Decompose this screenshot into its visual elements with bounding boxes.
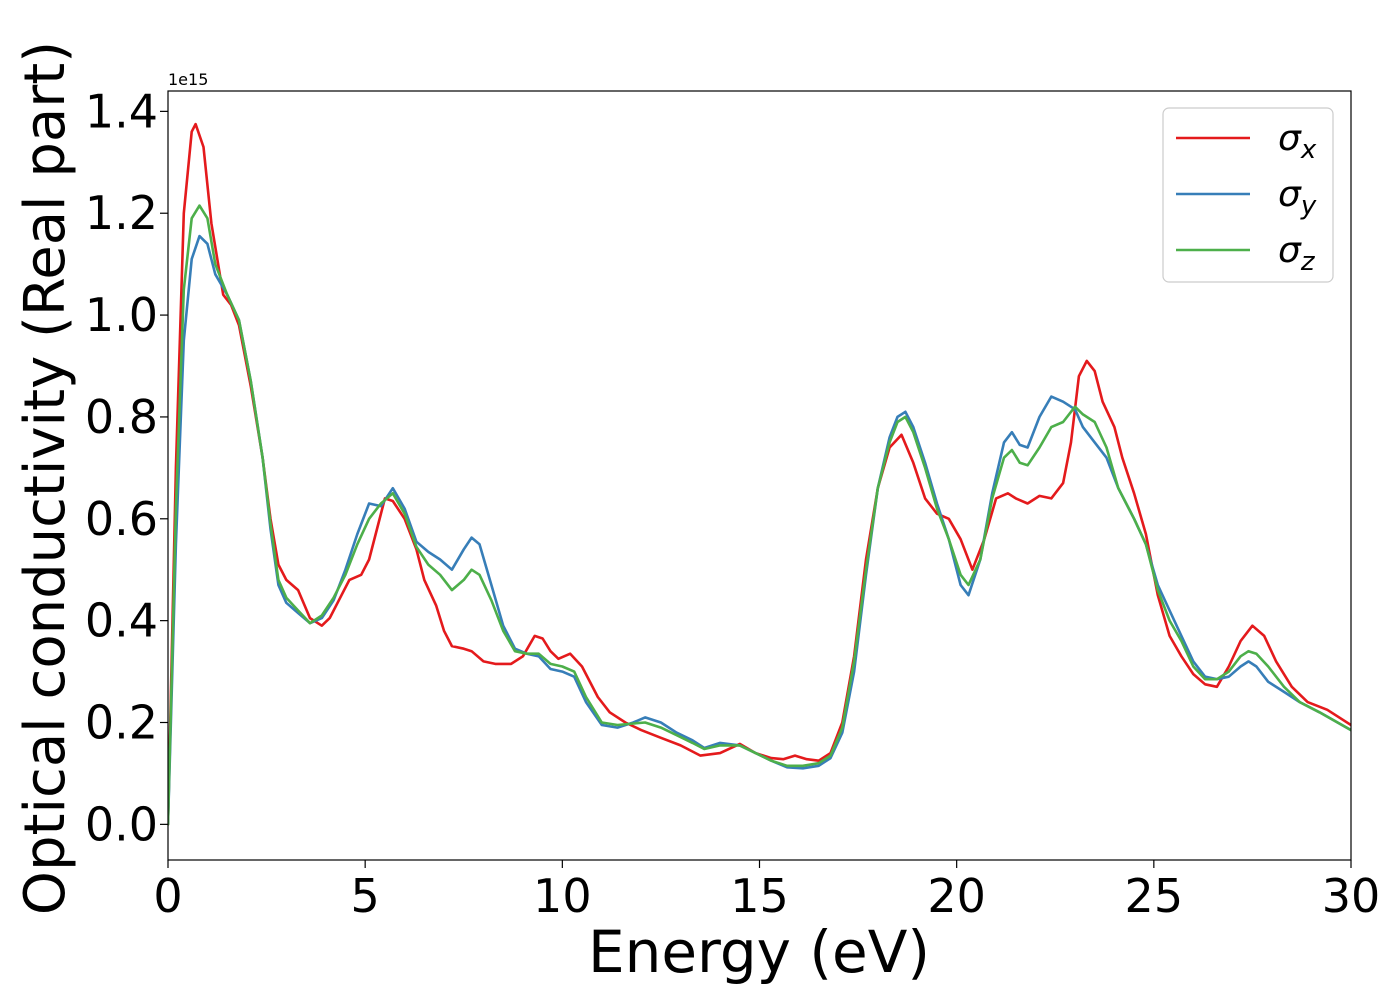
series-line-x	[168, 122, 1351, 826]
legend-label-y: σy	[1278, 174, 1317, 221]
y-tick-label: 0.4	[85, 594, 158, 648]
x-tick-label: 0	[153, 869, 182, 923]
x-tick-label: 20	[927, 869, 986, 923]
y-tick-label: 0.8	[85, 390, 158, 444]
y-axis: 0.0 0.2 0.4 0.6 0.8 1.0 1.2 1.4	[85, 84, 168, 851]
legend-label-z: σz	[1278, 230, 1316, 277]
plot-area	[168, 91, 1351, 860]
legend-label-x: σx	[1278, 118, 1317, 165]
y-tick-label: 0.2	[85, 695, 158, 749]
x-axis: 0 5 10 15 20 25 30	[153, 860, 1380, 923]
x-tick-label: 5	[351, 869, 380, 923]
y-tick-label: 1.4	[85, 84, 158, 138]
y-tick-label: 0.0	[85, 797, 158, 851]
x-axis-title: Energy (eV)	[588, 918, 930, 986]
y-tick-label: 1.2	[85, 186, 158, 240]
legend: σx σy σz	[1162, 107, 1334, 283]
x-tick-label: 30	[1322, 869, 1381, 923]
x-tick-label: 10	[533, 869, 592, 923]
series-layer	[168, 122, 1351, 826]
x-tick-label: 25	[1125, 869, 1184, 923]
series-line-z	[168, 204, 1351, 826]
y-offset-label: 1e15	[168, 70, 208, 89]
y-axis-title: Optical conductivity (Real part)	[13, 41, 78, 915]
y-tick-label: 1.0	[85, 288, 158, 342]
y-tick-label: 0.6	[85, 492, 158, 546]
x-tick-label: 15	[730, 869, 789, 923]
